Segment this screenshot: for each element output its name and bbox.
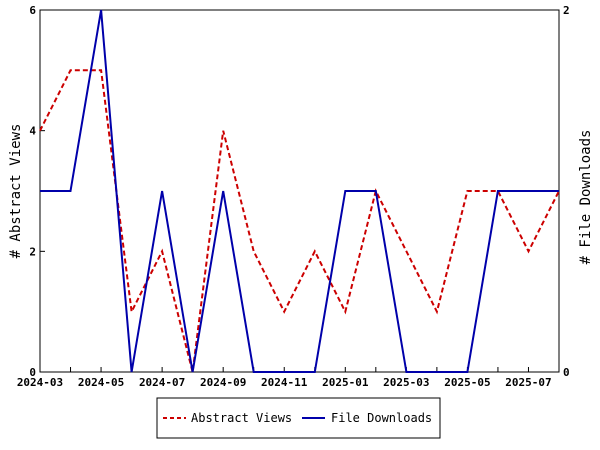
series-layer — [39, 9, 560, 373]
x-tick-label: 2025-01 — [322, 376, 369, 389]
y-left-tick-label: 2 — [29, 245, 36, 258]
legend: Abstract Views File Downloads — [156, 397, 441, 439]
x-tick-label: 2025-03 — [383, 376, 429, 389]
y-axis-right-title: # File Downloads — [578, 130, 594, 265]
y-axis-right: 02 — [554, 4, 570, 379]
plot-area — [39, 9, 560, 373]
x-tick-label: 2024-07 — [139, 376, 185, 389]
y-left-tick-label: 6 — [29, 4, 36, 17]
series-line-file-downloads — [40, 9, 559, 373]
x-tick-label: 2025-07 — [505, 376, 551, 389]
y-left-tick-label: 4 — [29, 125, 36, 138]
legend-box — [156, 397, 441, 439]
x-axis: 2024-03 2024-05 2024-07 2024-09 2024-11 2025-… — [17, 367, 560, 389]
x-tick-label: 2025-05 — [444, 376, 490, 389]
series-line-abstract-views — [39, 69, 560, 373]
x-tick-label: 2024-05 — [78, 376, 124, 389]
legend-label-file-downloads: File Downloads — [331, 411, 432, 425]
y-left-tick-label: 0 — [29, 366, 36, 379]
y-axis-left: 0 2 4 6 — [29, 4, 45, 379]
y-axis-left-title: # Abstract Views — [8, 124, 24, 259]
y-right-tick-label: 0 — [563, 366, 570, 379]
x-tick-label: 2024-09 — [200, 376, 246, 389]
legend-label-abstract-views: Abstract Views — [191, 411, 292, 425]
y-right-tick-label: 2 — [563, 4, 570, 17]
x-tick-label: 2024-03 — [17, 376, 63, 389]
x-tick-label: 2024-11 — [261, 376, 308, 389]
